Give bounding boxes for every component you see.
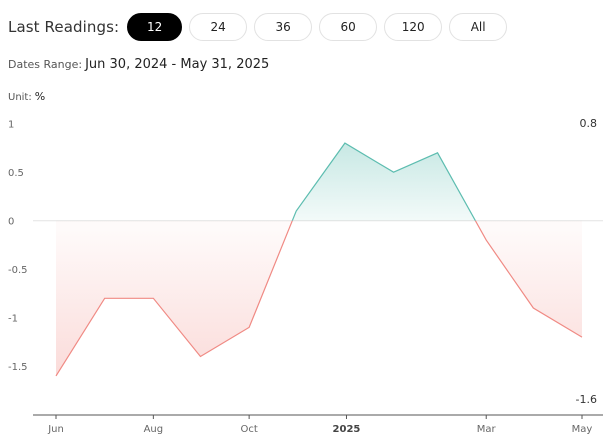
x-tick-label: 2025 — [333, 424, 361, 435]
range-button-all[interactable]: All — [449, 13, 508, 41]
range-button-60[interactable]: 60 — [319, 13, 378, 41]
range-button-120[interactable]: 120 — [384, 13, 443, 41]
x-tick-label: Mar — [477, 424, 497, 435]
y-tick-label: -0.5 — [8, 265, 28, 276]
negative-series-line — [55, 220, 583, 377]
y-tick-label: -1 — [8, 314, 18, 325]
positive-series-line — [291, 142, 477, 221]
negative-area — [56, 220, 582, 376]
x-tick-label: Aug — [144, 424, 164, 435]
last-readings-bar: Last Readings: 12 24 36 60 120 All — [8, 13, 514, 41]
range-button-36[interactable]: 36 — [254, 13, 313, 41]
max-annotation: 0.8 — [580, 117, 598, 130]
last-readings-label: Last Readings: — [8, 18, 120, 36]
dates-range: Dates Range: Jun 30, 2024 - May 31, 2025 — [8, 57, 269, 72]
y-tick-label: 0 — [8, 217, 14, 228]
y-tick-label: 0.5 — [8, 168, 24, 179]
y-axis-ticks: 1 0.5 0 -0.5 -1 -1.5 — [8, 120, 28, 374]
positive-area — [292, 143, 476, 221]
range-button-24[interactable]: 24 — [189, 13, 248, 41]
unit-value: % — [34, 90, 46, 103]
dates-range-value: Jun 30, 2024 - May 31, 2025 — [85, 57, 270, 72]
range-button-12[interactable]: 12 — [127, 13, 183, 41]
x-tick-label: May — [572, 424, 593, 435]
dates-range-label: Dates Range: — [8, 58, 83, 71]
x-tick-label: Jun — [47, 424, 64, 435]
x-axis-ticks: Jun Aug Oct 2025 Mar May — [47, 415, 592, 435]
y-tick-label: -1.5 — [8, 362, 28, 373]
y-tick-label: 1 — [8, 120, 14, 131]
x-tick-label: Oct — [240, 424, 257, 435]
unit-label: Unit: — [8, 92, 32, 103]
min-annotation: -1.6 — [576, 393, 597, 406]
unit-info: Unit:% — [8, 90, 45, 103]
